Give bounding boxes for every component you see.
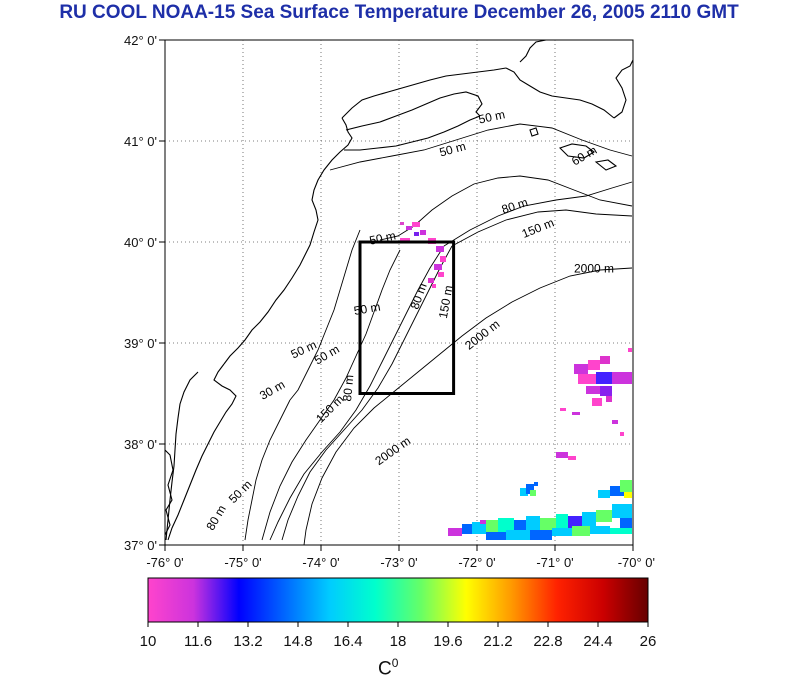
colorbar-tick-label: 26 xyxy=(640,633,657,650)
lat-tick-label: 39° 0' xyxy=(124,336,157,351)
bathymetry-contours xyxy=(244,123,633,546)
delaware-bay xyxy=(167,363,237,541)
contour-150m xyxy=(451,209,633,247)
contour-150m-south xyxy=(281,245,453,541)
lon-tick-label: -74° 0' xyxy=(302,555,339,570)
coastline xyxy=(164,39,634,541)
long-island-north xyxy=(345,91,483,131)
colorbar-unit-sup: 0 xyxy=(391,656,399,670)
contour-label: 80 m xyxy=(340,374,356,402)
nj-coastline xyxy=(223,117,353,365)
sst-patch-east xyxy=(520,348,632,498)
study-area-box xyxy=(358,240,456,395)
contour-50m-shelf xyxy=(289,229,361,401)
lon-tick-label: -73° 0' xyxy=(380,555,417,570)
ri-ma-shore xyxy=(505,67,615,119)
contour-2000m xyxy=(303,267,633,546)
colorbar-unit: C0 xyxy=(378,656,398,680)
contour-label: 2000 m xyxy=(574,261,614,275)
colorbar-tick-label: 22.8 xyxy=(533,633,562,650)
contour-label: 50 m xyxy=(477,107,506,126)
lat-tick-label: 40° 0' xyxy=(124,235,157,250)
lat-tick-label: 38° 0' xyxy=(124,437,157,452)
sst-pixels xyxy=(400,222,632,540)
contour-label: 50 m xyxy=(438,139,467,159)
colorbar-ticks: 10 11.6 13.2 14.8 16.4 18 19.6 21.2 22.8 24.4 26 xyxy=(140,622,657,650)
contour-50m-inner xyxy=(329,123,633,171)
contour-80m-north xyxy=(443,181,633,247)
lon-tick-label: -70° 0' xyxy=(618,555,655,570)
lon-tick-label: -75° 0' xyxy=(224,555,261,570)
marthas-vineyard xyxy=(558,143,595,159)
contour-30m xyxy=(244,399,291,541)
connecticut-shore xyxy=(341,67,507,119)
contour-80m xyxy=(269,245,445,541)
graticule xyxy=(165,40,633,545)
colorbar-tick-label: 16.4 xyxy=(333,633,362,650)
colorbar-tick-label: 14.8 xyxy=(283,633,312,650)
lon-tick-label: -72° 0' xyxy=(458,555,495,570)
contour-label: 150 m xyxy=(436,284,456,319)
colorbar-unit-label: C xyxy=(378,658,392,680)
long-island-south xyxy=(344,115,481,151)
lat-tick-label: 41° 0' xyxy=(124,134,157,149)
sst-patch-north xyxy=(400,222,446,288)
colorbar-tick-label: 11.6 xyxy=(184,633,212,650)
lat-tick-label: 42° 0' xyxy=(124,33,157,48)
colorbar-tick-label: 18 xyxy=(390,633,407,650)
lat-tick-label: 37° 0' xyxy=(124,538,157,553)
map-title: RU COOL NOAA-15 Sea Surface Temperature … xyxy=(59,2,739,23)
colorbar xyxy=(147,577,649,623)
colorbar-tick-label: 19.6 xyxy=(433,633,462,650)
sst-patch-south xyxy=(448,504,632,540)
massachusetts-north xyxy=(519,39,547,63)
colorbar-tick-label: 21.2 xyxy=(483,633,512,650)
block-island xyxy=(529,127,539,137)
axis-ticks: 37° 0' 38° 0' 39° 0' 40° 0' 41° 0' 42° 0' -76°… xyxy=(124,33,655,570)
lon-tick-label: -76° 0' xyxy=(146,555,183,570)
colorbar-tick-label: 13.2 xyxy=(233,633,262,650)
colorbar-tick-label: 10 xyxy=(140,633,157,650)
cape-cod xyxy=(613,59,634,119)
lon-tick-label: -71° 0' xyxy=(536,555,573,570)
colorbar-tick-label: 24.4 xyxy=(583,633,612,650)
chesapeake xyxy=(164,449,174,536)
contour-60m xyxy=(261,249,401,541)
nantucket xyxy=(594,159,618,171)
